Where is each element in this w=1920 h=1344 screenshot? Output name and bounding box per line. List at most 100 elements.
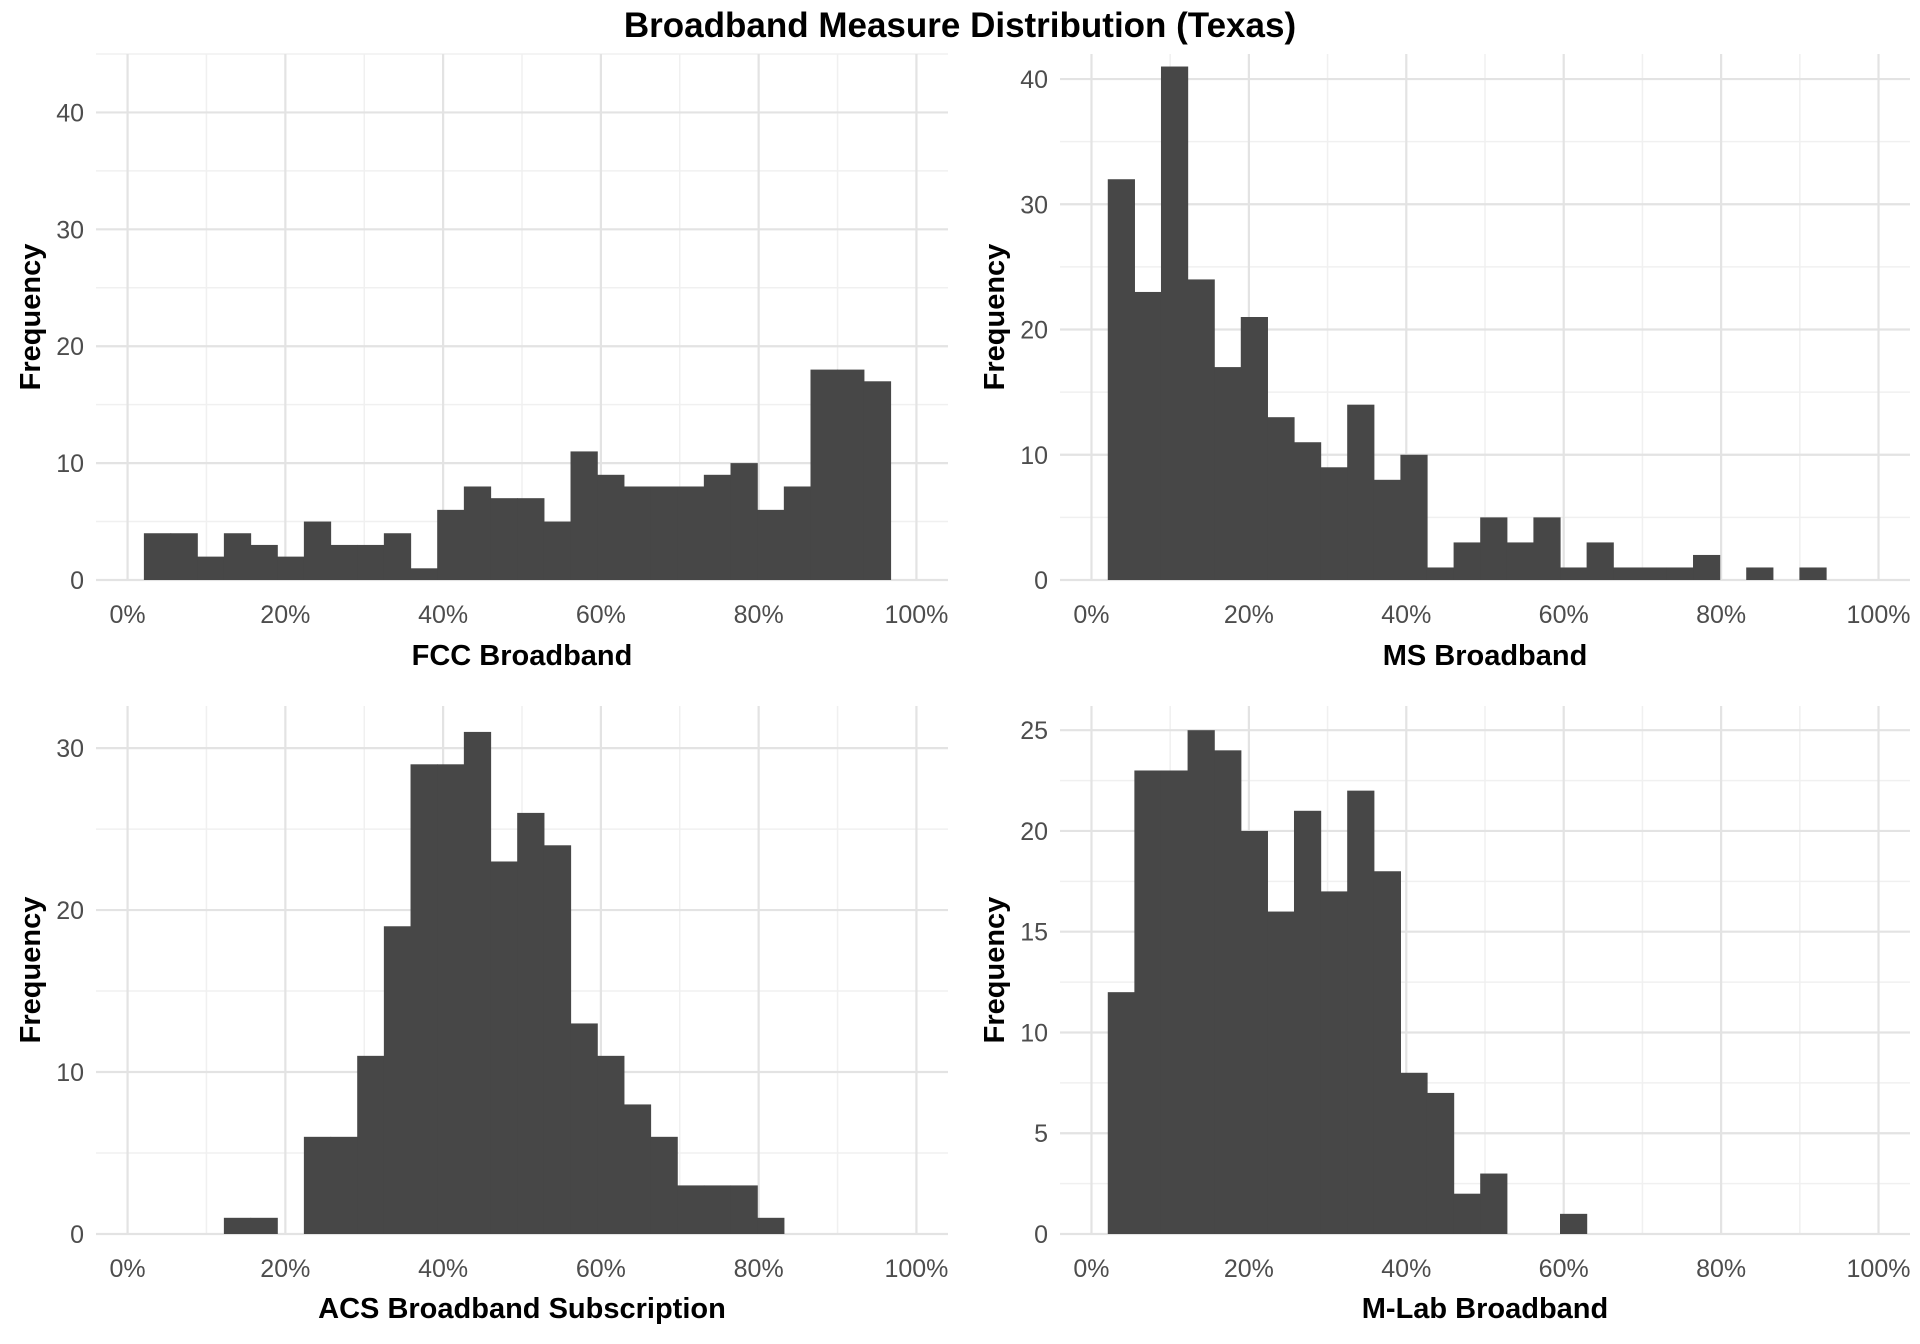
x-tick-label: 40% (1381, 601, 1431, 629)
histogram-bar (757, 509, 785, 580)
histogram-bar (170, 533, 198, 580)
histogram-bar (543, 521, 572, 580)
x-tick-label: 80% (734, 1255, 784, 1283)
histogram-bar (1799, 567, 1827, 580)
x-tick-label: 20% (1224, 601, 1274, 629)
x-tick-label: 100% (884, 601, 948, 629)
histogram-bar (1293, 442, 1322, 580)
panel-1: 0% 20% 40% 60% 80% 100% 0 10 20 30 40 FCC Broadband… (15, 53, 948, 672)
histogram-bar (1267, 417, 1295, 580)
histogram-bar (1187, 730, 1215, 1234)
histogram-bar (570, 451, 598, 580)
x-tick-label: 60% (1539, 601, 1589, 629)
histogram-bar (757, 1217, 785, 1234)
histogram-bar (1187, 279, 1215, 580)
histogram-bar (1160, 770, 1189, 1234)
x-tick-label: 40% (418, 601, 468, 629)
histogram-bar (490, 861, 518, 1234)
y-tick-label: 25 (1020, 717, 1048, 745)
x-tick-label: 20% (1224, 1255, 1274, 1283)
y-axis-title: Frequency (979, 244, 1011, 391)
y-tick-label: 10 (1020, 442, 1048, 470)
y-tick-label: 10 (56, 450, 84, 478)
histogram-bar (703, 474, 732, 580)
histogram-bar (250, 1217, 278, 1234)
histogram-bar (623, 486, 652, 580)
x-tick-label: 60% (1539, 1255, 1589, 1283)
histogram-bar (517, 498, 545, 580)
histogram-bar (517, 812, 545, 1234)
y-tick-label: 0 (1034, 1221, 1048, 1249)
histogram-bar (1267, 911, 1295, 1234)
histogram-bar (1453, 1193, 1481, 1234)
panel-2: 0% 20% 40% 60% 80% 100% 0 10 20 30 40 MS Broadband F… (979, 54, 1910, 672)
histogram-bar (730, 1185, 758, 1234)
x-tick-label: 60% (576, 1255, 626, 1283)
histogram-bar (1426, 1092, 1455, 1234)
histogram-bar (250, 544, 278, 580)
histogram-bar (1107, 179, 1135, 580)
histogram-bar (1506, 542, 1535, 580)
histogram-bar (1240, 317, 1268, 580)
histogram-bar (543, 845, 572, 1234)
x-tick-label: 0% (109, 601, 145, 629)
histogram-bar (1400, 454, 1428, 580)
panel-3: 0% 20% 40% 60% 80% 100% 0 10 20 30 ACS Broadband S… (15, 706, 948, 1325)
x-axis-title: FCC Broadband (412, 640, 633, 672)
histogram-bar (1639, 567, 1668, 580)
histogram-bar (1107, 992, 1135, 1234)
y-tick-label: 20 (1020, 818, 1048, 846)
histogram-bar (1613, 567, 1641, 580)
x-axis-title: M-Lab Broadband (1362, 1293, 1609, 1325)
x-tick-label: 80% (1696, 601, 1746, 629)
histogram-bar (1453, 542, 1481, 580)
histogram-bar (223, 533, 252, 580)
histogram-bar (837, 369, 865, 580)
histogram-bar (730, 463, 758, 580)
histogram-bar (1480, 517, 1508, 580)
y-axis-title: Frequency (979, 897, 1011, 1044)
histogram-bar (650, 486, 678, 580)
x-tick-label: 40% (418, 1255, 468, 1283)
y-tick-label: 0 (1034, 567, 1048, 595)
histogram-bar (303, 1136, 332, 1234)
y-tick-label: 10 (1020, 1019, 1048, 1047)
histogram-bar (410, 764, 438, 1234)
histogram-bar (223, 1217, 252, 1234)
y-tick-label: 40 (56, 99, 84, 127)
histogram-bar (277, 556, 305, 580)
histogram-bar (437, 509, 465, 580)
histogram-bar (330, 544, 358, 580)
histogram-bar (357, 544, 385, 580)
histogram-bar (330, 1136, 358, 1234)
histogram-bar (197, 556, 225, 580)
y-tick-label: 30 (56, 216, 84, 244)
histogram-bar (303, 521, 332, 580)
y-tick-label: 0 (70, 1221, 84, 1249)
histogram-bar (1160, 66, 1189, 581)
x-tick-label: 60% (576, 601, 626, 629)
x-tick-label: 100% (1847, 1255, 1911, 1283)
histogram-bar (143, 533, 172, 580)
histogram-bar (1533, 517, 1561, 580)
histogram-bar (1426, 567, 1455, 580)
histogram-bar (1320, 467, 1348, 580)
histogram-bar (383, 926, 412, 1234)
page-title: Broadband Measure Distribution (Texas) (623, 6, 1297, 45)
histogram-bar (357, 1055, 385, 1234)
histogram-bar (623, 1104, 652, 1234)
histogram-bar (1746, 567, 1774, 580)
histogram-bar (1666, 567, 1694, 580)
histogram-bar (463, 486, 492, 580)
y-tick-label: 0 (70, 567, 84, 595)
histogram-bar (810, 369, 838, 580)
y-tick-label: 15 (1020, 919, 1048, 947)
x-tick-label: 20% (260, 1255, 310, 1283)
histogram-bar (570, 1023, 598, 1234)
x-tick-label: 0% (109, 1255, 145, 1283)
y-tick-label: 40 (1020, 66, 1048, 94)
y-axis-title: Frequency (15, 897, 47, 1044)
y-tick-label: 20 (56, 333, 84, 361)
histogram-bar (1347, 404, 1375, 580)
histogram-bar (597, 474, 625, 580)
